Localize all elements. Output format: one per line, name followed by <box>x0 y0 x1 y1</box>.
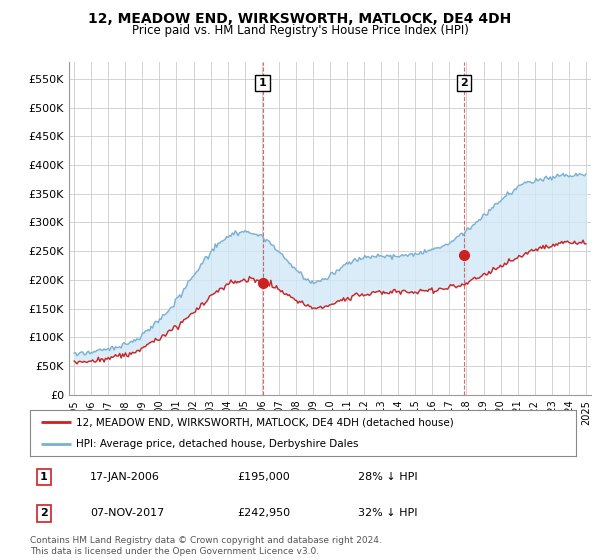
Text: Price paid vs. HM Land Registry's House Price Index (HPI): Price paid vs. HM Land Registry's House … <box>131 24 469 37</box>
Text: 17-JAN-2006: 17-JAN-2006 <box>90 472 160 482</box>
Text: 1: 1 <box>40 472 47 482</box>
Text: 1: 1 <box>259 78 266 88</box>
Text: 2: 2 <box>460 78 468 88</box>
Text: 32% ↓ HPI: 32% ↓ HPI <box>358 508 417 519</box>
Text: 12, MEADOW END, WIRKSWORTH, MATLOCK, DE4 4DH (detached house): 12, MEADOW END, WIRKSWORTH, MATLOCK, DE4… <box>76 417 454 427</box>
Text: 12, MEADOW END, WIRKSWORTH, MATLOCK, DE4 4DH: 12, MEADOW END, WIRKSWORTH, MATLOCK, DE4… <box>88 12 512 26</box>
Text: 07-NOV-2017: 07-NOV-2017 <box>90 508 164 519</box>
Text: HPI: Average price, detached house, Derbyshire Dales: HPI: Average price, detached house, Derb… <box>76 439 359 449</box>
Text: 28% ↓ HPI: 28% ↓ HPI <box>358 472 417 482</box>
Text: £242,950: £242,950 <box>238 508 290 519</box>
Text: 2: 2 <box>40 508 47 519</box>
Text: £195,000: £195,000 <box>238 472 290 482</box>
Text: Contains HM Land Registry data © Crown copyright and database right 2024.
This d: Contains HM Land Registry data © Crown c… <box>30 536 382 556</box>
